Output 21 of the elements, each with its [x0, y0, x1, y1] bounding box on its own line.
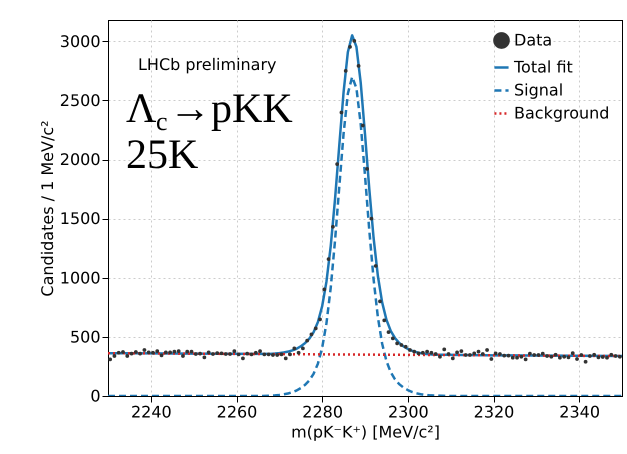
y-tick-label: 0 — [90, 386, 100, 406]
annotation: 25K — [126, 132, 198, 178]
x-tick-label: 2240 — [130, 402, 172, 422]
y-axis-title: Candidates / 1 MeV/c² — [38, 120, 57, 297]
y-tick-label: 500 — [70, 327, 100, 346]
legend-label: Signal — [514, 80, 564, 100]
legend-label: Data — [514, 30, 552, 50]
x-tick-label: 2320 — [474, 402, 514, 422]
y-tick-label: 2000 — [60, 150, 100, 170]
x-tick-label: 2340 — [559, 402, 600, 422]
x-axis-title: m(pK⁻K⁺) [MeV/c²] — [291, 422, 440, 442]
y-tick-label: 1000 — [60, 268, 100, 288]
x-tick-label: 2280 — [302, 402, 344, 422]
y-tick-label: 2500 — [60, 90, 100, 110]
x-tick-label: 2260 — [216, 402, 258, 422]
legend-label: Total fit — [513, 58, 573, 76]
x-tick-label: 2300 — [388, 402, 429, 422]
legend-label: Background — [514, 104, 610, 122]
annotation: LHCb preliminary — [138, 55, 276, 74]
y-tick-label: 1500 — [60, 209, 100, 228]
y-tick-label: 3000 — [60, 32, 100, 51]
